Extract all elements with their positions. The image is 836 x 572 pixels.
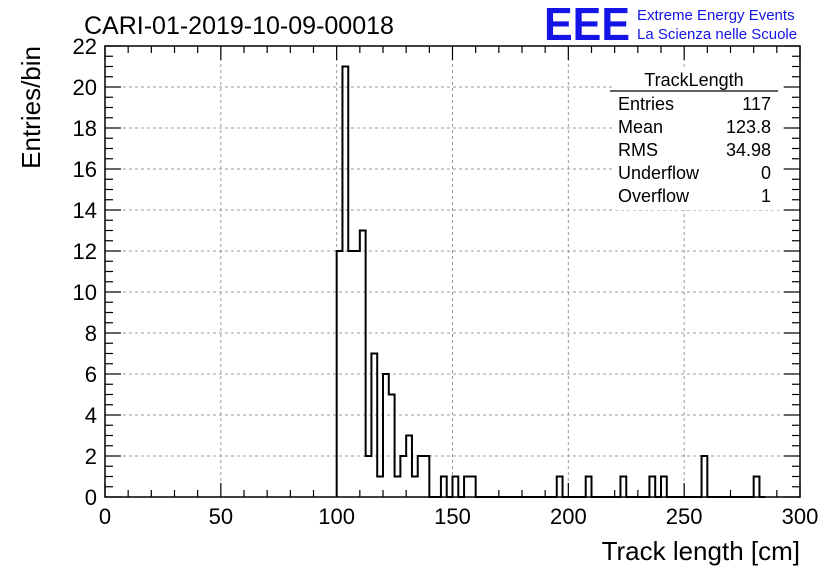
y-tick-label: 16	[73, 157, 97, 182]
stats-label: RMS	[618, 140, 658, 160]
logo-mark: EEE	[544, 0, 630, 50]
y-tick-label: 2	[85, 444, 97, 469]
stats-value: 1	[761, 186, 771, 206]
histogram-bin	[412, 477, 418, 498]
logo-line1: Extreme Energy Events	[637, 7, 795, 24]
stats-value: 34.98	[726, 140, 771, 160]
histogram-bin	[377, 477, 383, 498]
y-axis-title: Entries/bin	[16, 46, 46, 169]
logo-line2: La Scienza nelle Scuole	[637, 26, 797, 43]
plot-frame	[104, 45, 801, 498]
x-tick-label: 250	[666, 504, 703, 529]
y-tick-label: 12	[73, 239, 97, 264]
stats-label: Entries	[618, 94, 674, 114]
y-tick-label: 0	[85, 485, 97, 510]
grid-lines	[105, 46, 800, 497]
y-tick-label: 6	[85, 362, 97, 387]
histogram-bin	[366, 456, 372, 497]
stats-label: Underflow	[618, 163, 700, 183]
y-tick-label: 10	[73, 280, 97, 305]
axis-ticks	[104, 45, 801, 498]
stats-rows: Entries 117 Mean 123.8 RMS 34.98 Underflow 0 Ove…	[618, 94, 771, 206]
x-tick-label: 150	[434, 504, 471, 529]
stats-box-title: TrackLength	[644, 70, 743, 90]
x-tick-label: 200	[550, 504, 587, 529]
eee-logo: EEE Extreme Energy Events La Scienza nel…	[544, 0, 797, 50]
x-tick-label: 100	[318, 504, 355, 529]
x-tick-label: 0	[99, 504, 111, 529]
stats-value: 123.8	[726, 117, 771, 137]
y-tick-label: 4	[85, 403, 97, 428]
stats-value: 0	[761, 163, 771, 183]
stats-box: TrackLength Entries 117 Mean 123.8 RMS 34.98 U…	[610, 68, 780, 210]
x-axis-title: Track length [cm]	[602, 536, 800, 566]
y-tick-label: 18	[73, 116, 97, 141]
histogram-bin	[395, 477, 401, 498]
y-tick-label: 22	[73, 34, 97, 59]
x-tick-label: 300	[782, 504, 819, 529]
stats-label: Mean	[618, 117, 663, 137]
stats-value: 117	[742, 94, 771, 114]
run-title: CARI-01-2019-10-09-00018	[84, 12, 394, 40]
y-tick-label: 8	[85, 321, 97, 346]
stats-label: Overflow	[618, 186, 690, 206]
y-tick-label: 14	[73, 198, 97, 223]
x-tick-label: 50	[209, 504, 233, 529]
y-tick-label: 20	[73, 75, 97, 100]
